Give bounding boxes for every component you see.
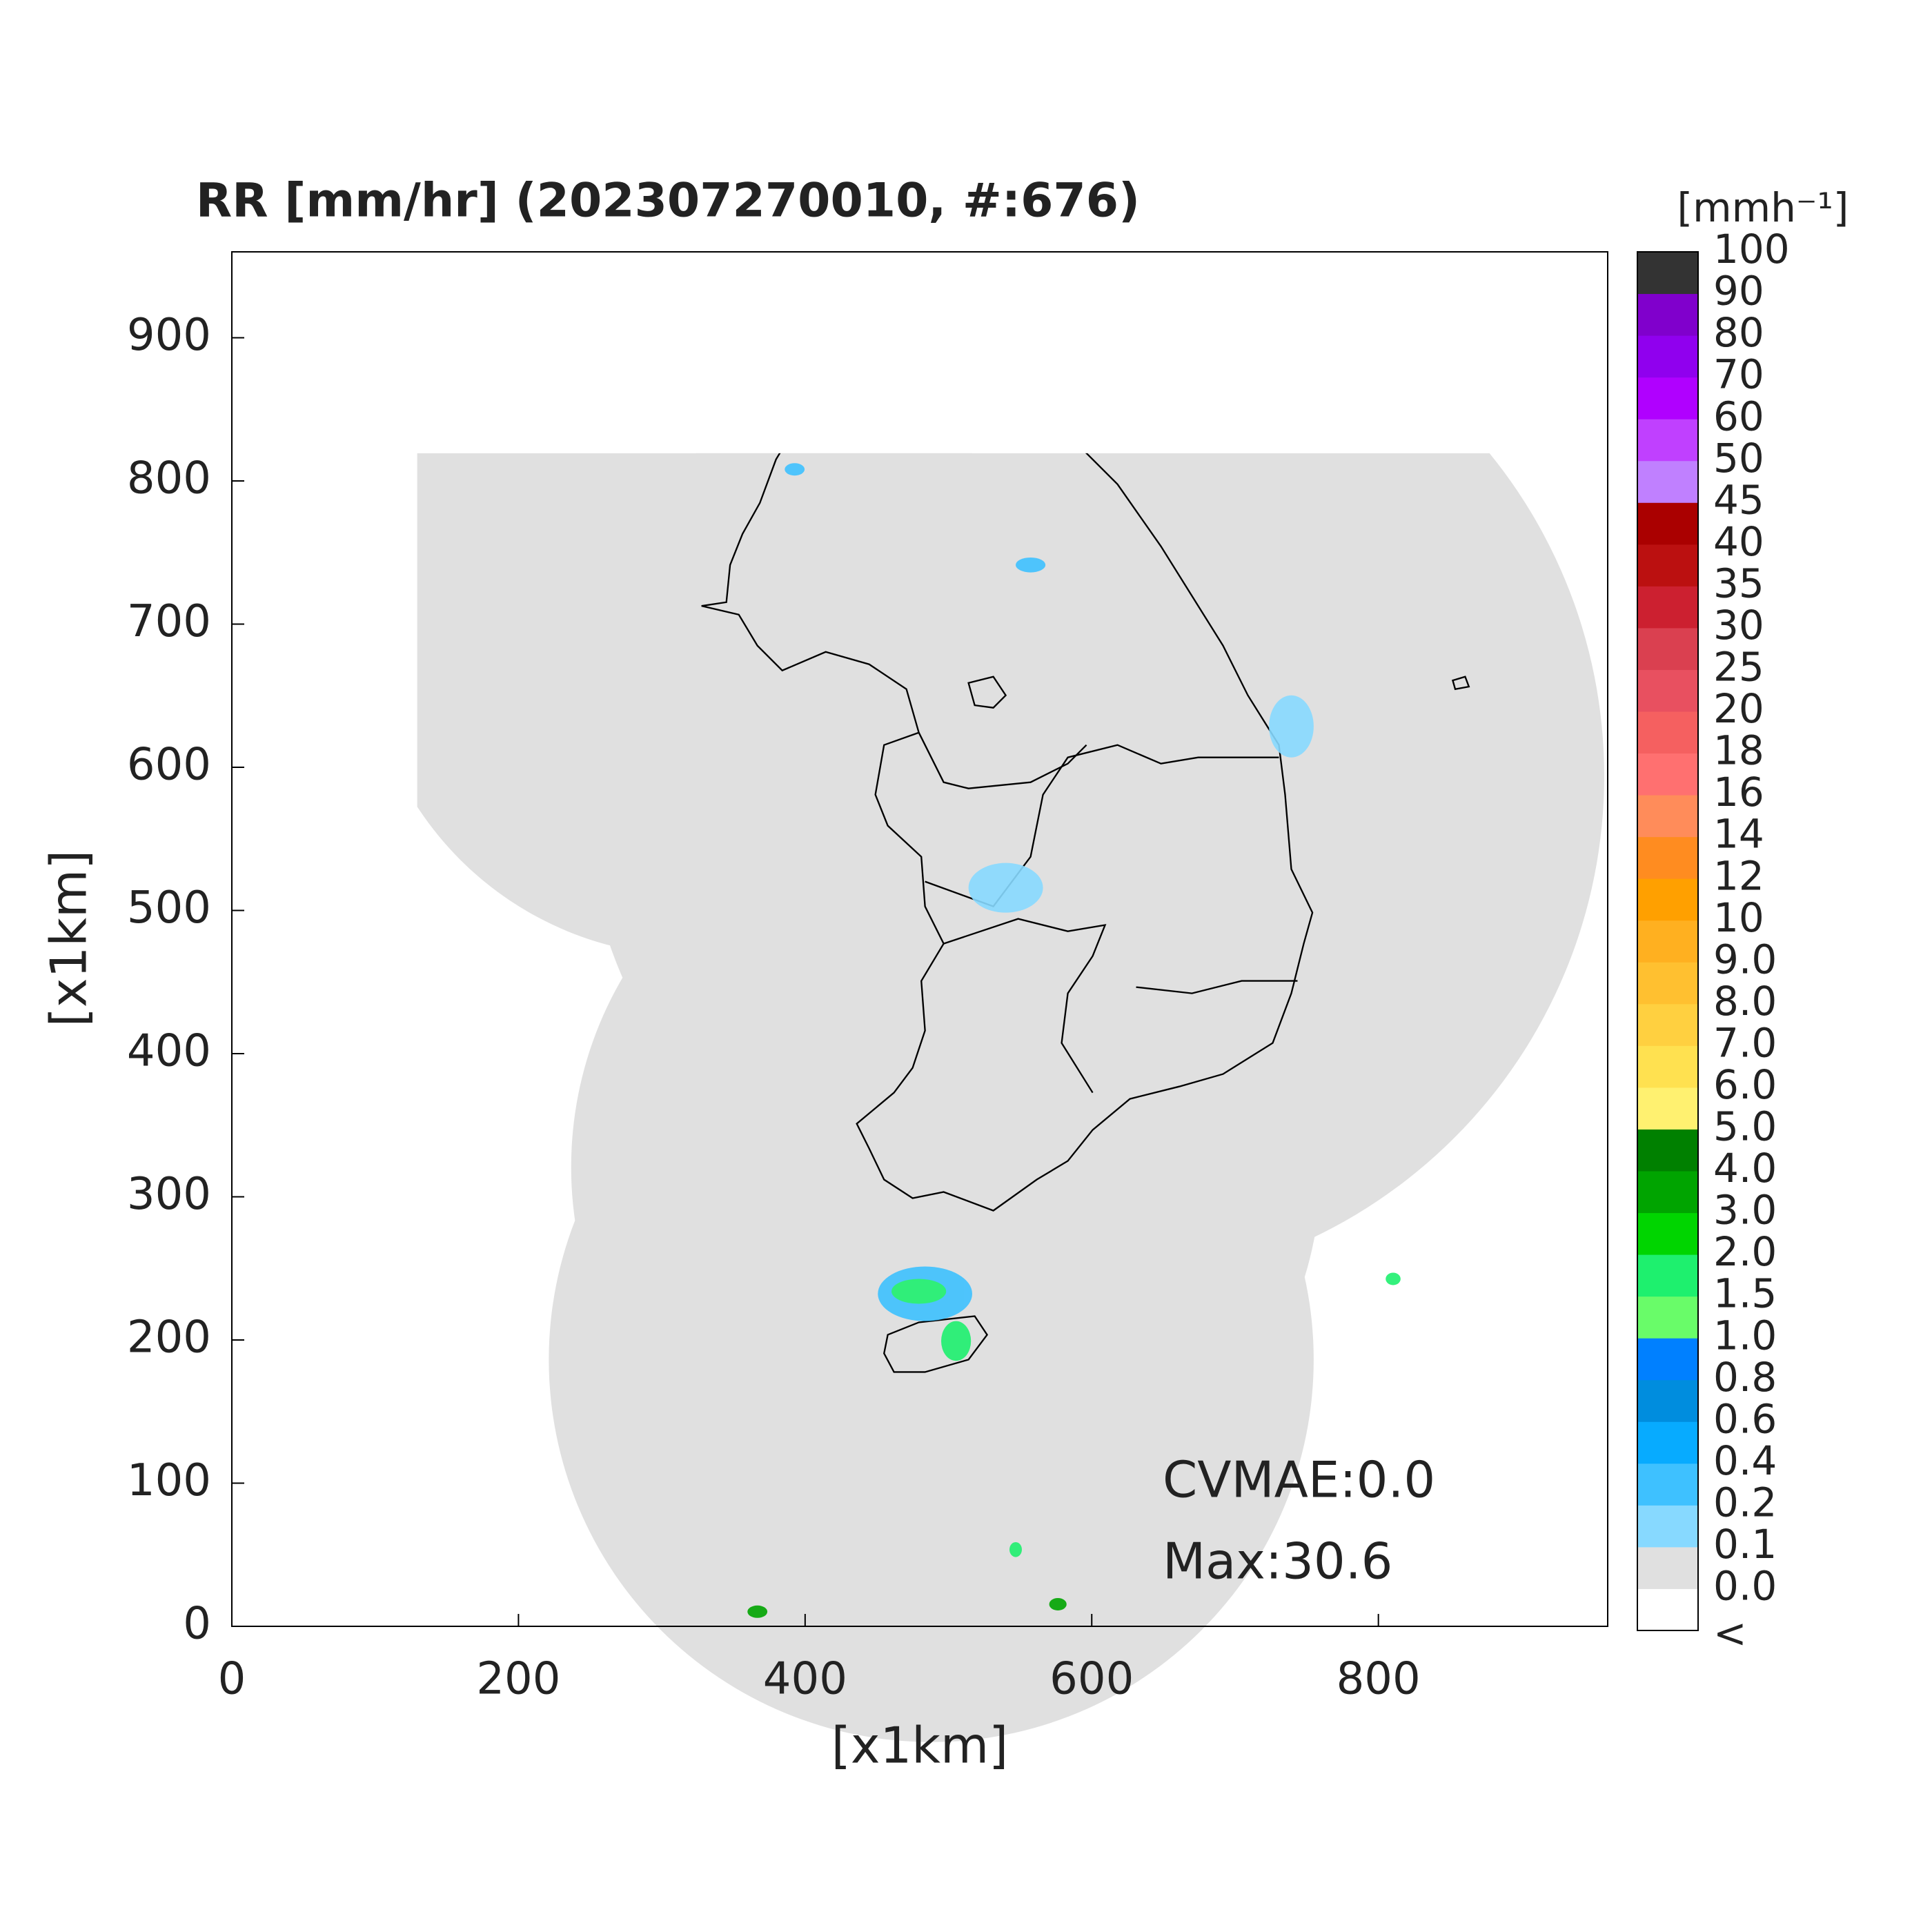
colorbar-tick-label: 14	[1713, 811, 1764, 858]
y-tick-label: 700	[127, 596, 211, 647]
colorbar-tick-label: 0.6	[1713, 1395, 1777, 1442]
colorbar-tick-label: 90	[1713, 268, 1764, 315]
x-tick-label: 400	[763, 1654, 847, 1705]
colorbar-tick-label: 45	[1713, 476, 1764, 523]
colorbar-tick-label: 4.0	[1713, 1145, 1777, 1192]
colorbar-tick-label: 2.0	[1713, 1228, 1777, 1275]
colorbar-tick-label: 6.0	[1713, 1061, 1777, 1108]
x-tick-label: 200	[476, 1654, 560, 1705]
colorbar-tick-label: 0.4	[1713, 1437, 1777, 1484]
colorbar-box	[1637, 1463, 1698, 1506]
x-tick-label: 600	[1049, 1654, 1134, 1705]
y-tick-label: 800	[127, 453, 211, 504]
colorbar-tick-label: 0.1	[1713, 1521, 1777, 1568]
colorbar-box	[1637, 1505, 1698, 1548]
colorbar-tick-label: 16	[1713, 769, 1764, 816]
rain-echo	[747, 463, 1401, 1618]
colorbar-box	[1637, 920, 1698, 963]
colorbar-box	[1637, 669, 1698, 712]
colorbar-tick-label: 70	[1713, 351, 1764, 398]
colorbar-box	[1637, 252, 1698, 295]
colorbar-box	[1637, 1379, 1698, 1422]
y-tick-label: 100	[127, 1455, 211, 1506]
colorbar-box	[1637, 627, 1698, 670]
colorbar-box	[1637, 460, 1698, 503]
colorbar-box	[1637, 293, 1698, 336]
colorbar-box	[1637, 711, 1698, 754]
colorbar-box	[1637, 1588, 1698, 1631]
colorbar-box	[1637, 544, 1698, 586]
colorbar-tick-label: <	[1713, 1610, 1747, 1657]
colorbar-box	[1637, 878, 1698, 921]
colorbar-box	[1637, 753, 1698, 796]
colorbar-tick-label: 30	[1713, 602, 1764, 649]
colorbar-tick-label: 80	[1713, 309, 1764, 356]
colorbar-tick-label: 1.5	[1713, 1270, 1777, 1317]
y-axis-label: [x1km]	[40, 850, 98, 1027]
colorbar-box	[1637, 1212, 1698, 1255]
colorbar-tick-label: 100	[1713, 226, 1790, 273]
colorbar-tick-label: 0.2	[1713, 1479, 1777, 1526]
colorbar-tick-label: 18	[1713, 727, 1764, 774]
colorbar-tick-label: 0.0	[1713, 1563, 1777, 1610]
x-tick-label: 800	[1337, 1654, 1421, 1705]
colorbar-box	[1637, 377, 1698, 420]
y-tick-label: 0	[183, 1599, 211, 1650]
colorbar-box	[1637, 1296, 1698, 1339]
radar-coverage	[417, 453, 1604, 1742]
colorbar-tick-label: 20	[1713, 685, 1764, 732]
colorbar-box	[1637, 962, 1698, 1005]
colorbar-tick-label: 5.0	[1713, 1103, 1777, 1150]
y-tick-label: 300	[127, 1169, 211, 1220]
colorbar-tick-label: 40	[1713, 518, 1764, 565]
colorbar-tick-label: 25	[1713, 644, 1764, 691]
annotation: CVMAE:0.0	[1163, 1451, 1435, 1509]
colorbar-tick-label: 50	[1713, 435, 1764, 482]
colorbar-box	[1637, 1045, 1698, 1088]
colorbar-box	[1637, 1171, 1698, 1214]
colorbar-box	[1637, 1421, 1698, 1464]
y-tick-label: 900	[127, 310, 211, 361]
chart-title: RR [mm/hr] (202307270010, #:676)	[196, 174, 1140, 228]
colorbar-frame	[1637, 251, 1699, 1631]
colorbar-box	[1637, 586, 1698, 629]
colorbar-box	[1637, 795, 1698, 838]
colorbar-tick-label: 35	[1713, 560, 1764, 607]
colorbar-box	[1637, 1338, 1698, 1381]
colorbar-tick-label: 10	[1713, 894, 1764, 941]
colorbar-tick-label: 0.8	[1713, 1354, 1777, 1401]
colorbar-tick-label: 1.0	[1713, 1312, 1777, 1359]
y-tick-label: 200	[127, 1312, 211, 1363]
colorbar-box	[1637, 1129, 1698, 1172]
colorbar-box	[1637, 836, 1698, 879]
colorbar-tick-label: 60	[1713, 393, 1764, 440]
colorbar-box	[1637, 335, 1698, 378]
y-tick-label: 500	[127, 883, 211, 934]
colorbar-tick-label: 12	[1713, 852, 1764, 899]
colorbar-label: [mmh⁻¹]	[1677, 184, 1849, 231]
axes-frame	[231, 251, 1608, 1627]
colorbar-tick-label: 8.0	[1713, 978, 1777, 1025]
colorbar-box	[1637, 1087, 1698, 1130]
colorbar-tick-label: 9.0	[1713, 936, 1777, 983]
colorbar-box	[1637, 1003, 1698, 1046]
colorbar-box	[1637, 502, 1698, 545]
colorbar-box	[1637, 1254, 1698, 1297]
annotation: Max:30.6	[1163, 1532, 1392, 1590]
colorbar-tick-label: 7.0	[1713, 1019, 1777, 1066]
y-tick-label: 400	[127, 1026, 211, 1077]
y-tick-label: 600	[127, 740, 211, 791]
x-axis-label: [x1km]	[831, 1717, 1008, 1775]
x-tick-label: 0	[218, 1654, 246, 1705]
colorbar-tick-label: 3.0	[1713, 1187, 1777, 1234]
colorbar-box	[1637, 1546, 1698, 1589]
colorbar-box	[1637, 419, 1698, 462]
